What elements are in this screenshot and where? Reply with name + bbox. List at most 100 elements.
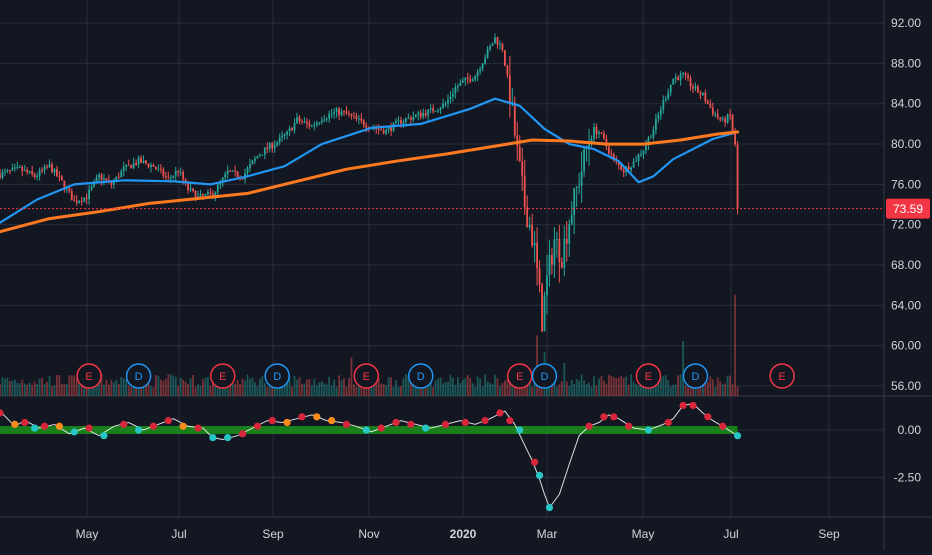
candle[interactable]: [357, 114, 360, 125]
candle[interactable]: [721, 116, 724, 122]
candle[interactable]: [31, 165, 34, 177]
candle[interactable]: [452, 88, 454, 102]
candle[interactable]: [43, 164, 46, 175]
candle[interactable]: [127, 159, 130, 166]
candle[interactable]: [523, 159, 526, 215]
candle[interactable]: [283, 133, 286, 140]
candle[interactable]: [506, 64, 509, 79]
candle[interactable]: [338, 106, 340, 120]
candle[interactable]: [427, 109, 430, 121]
candle[interactable]: [152, 163, 155, 167]
candle[interactable]: [489, 44, 491, 52]
candle[interactable]: [541, 282, 543, 333]
candle[interactable]: [26, 167, 29, 175]
candle[interactable]: [469, 74, 472, 84]
candle[interactable]: [23, 165, 26, 172]
candle[interactable]: [38, 167, 41, 181]
candle[interactable]: [142, 155, 145, 164]
candle[interactable]: [684, 71, 687, 80]
dividend-event-marker[interactable]: D: [682, 363, 709, 389]
candle[interactable]: [499, 40, 501, 50]
candle[interactable]: [323, 114, 326, 123]
earnings-event-marker[interactable]: E: [769, 363, 795, 389]
candle[interactable]: [390, 122, 392, 137]
candle[interactable]: [612, 152, 615, 163]
earnings-event-marker[interactable]: E: [353, 363, 380, 389]
candle[interactable]: [491, 42, 494, 46]
candle[interactable]: [543, 291, 546, 332]
candle[interactable]: [687, 72, 689, 82]
candle[interactable]: [313, 121, 316, 131]
candle[interactable]: [607, 145, 610, 157]
candle[interactable]: [189, 183, 192, 193]
candle[interactable]: [335, 106, 338, 118]
candle[interactable]: [694, 82, 697, 92]
candle[interactable]: [719, 117, 722, 122]
candle[interactable]: [98, 172, 100, 182]
candle[interactable]: [100, 172, 103, 186]
candle[interactable]: [659, 105, 662, 121]
candle[interactable]: [266, 142, 269, 154]
candle[interactable]: [630, 166, 633, 173]
candle[interactable]: [41, 167, 43, 174]
candle[interactable]: [583, 148, 585, 178]
candle[interactable]: [325, 117, 328, 123]
candle[interactable]: [278, 133, 281, 146]
candle[interactable]: [454, 83, 457, 99]
candle[interactable]: [496, 36, 499, 49]
candle[interactable]: [565, 221, 568, 262]
candle[interactable]: [174, 166, 177, 182]
candle[interactable]: [51, 161, 53, 174]
candle[interactable]: [397, 116, 400, 126]
candle[interactable]: [439, 106, 442, 114]
candle[interactable]: [479, 66, 482, 75]
candle[interactable]: [273, 140, 276, 153]
candle[interactable]: [726, 113, 729, 125]
earnings-event-marker[interactable]: E: [635, 363, 662, 389]
candle[interactable]: [296, 112, 298, 125]
candle[interactable]: [4, 168, 6, 176]
candle[interactable]: [444, 101, 447, 107]
candle[interactable]: [226, 165, 229, 179]
candle[interactable]: [360, 113, 363, 124]
candle[interactable]: [724, 116, 727, 127]
candle[interactable]: [308, 119, 311, 130]
candle[interactable]: [377, 124, 380, 135]
candle[interactable]: [402, 119, 405, 128]
candle[interactable]: [298, 115, 301, 125]
candle[interactable]: [333, 107, 336, 119]
candle[interactable]: [75, 195, 78, 206]
candle[interactable]: [1, 169, 4, 180]
candle[interactable]: [546, 254, 548, 315]
candle[interactable]: [669, 84, 672, 97]
candle[interactable]: [88, 184, 90, 205]
candle[interactable]: [246, 165, 249, 177]
candle[interactable]: [16, 161, 19, 170]
candle[interactable]: [635, 155, 637, 163]
candle[interactable]: [140, 155, 142, 164]
candle[interactable]: [46, 164, 48, 170]
dividend-event-marker[interactable]: D: [125, 363, 152, 389]
candle[interactable]: [281, 131, 284, 142]
candle[interactable]: [249, 158, 251, 173]
candle[interactable]: [68, 186, 71, 194]
candle[interactable]: [229, 169, 232, 173]
candle[interactable]: [261, 154, 264, 156]
candle[interactable]: [652, 125, 655, 141]
candle[interactable]: [268, 141, 271, 153]
candle[interactable]: [709, 99, 712, 109]
candle[interactable]: [120, 168, 123, 178]
candle[interactable]: [355, 112, 358, 122]
candle[interactable]: [395, 118, 397, 125]
candle[interactable]: [63, 180, 66, 193]
candle[interactable]: [301, 118, 303, 125]
candle[interactable]: [447, 94, 449, 109]
candle[interactable]: [21, 165, 24, 177]
candle[interactable]: [192, 187, 194, 193]
candle[interactable]: [33, 172, 36, 180]
candle[interactable]: [422, 108, 425, 120]
candle[interactable]: [590, 135, 593, 147]
